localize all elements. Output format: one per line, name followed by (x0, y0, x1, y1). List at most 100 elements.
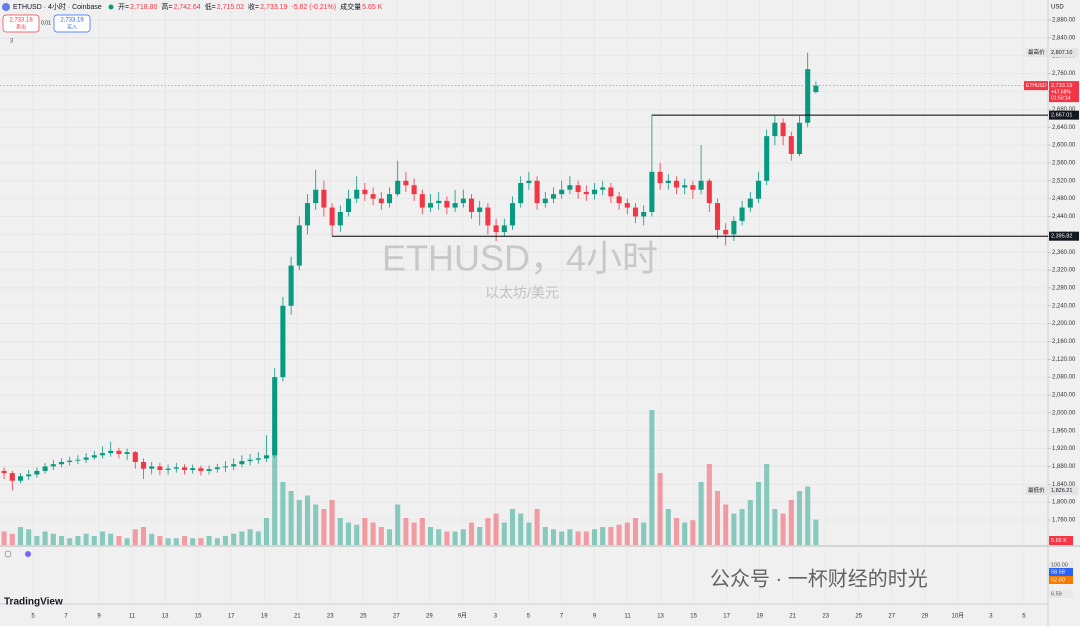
x-tick-label: 23 (327, 614, 334, 620)
volume-bar (567, 529, 573, 545)
candle-body (91, 455, 97, 458)
x-tick-label: 9月 (458, 613, 467, 620)
candle-body (231, 464, 237, 467)
pane-toggle[interactable] (4, 550, 12, 558)
x-tick-label: 5 (527, 614, 531, 620)
symbol: ETHUSD · 4小时 · Coinbase (13, 2, 102, 11)
candle-body (83, 457, 89, 460)
volume-bar (165, 538, 171, 545)
buy-button[interactable]: 2,733.19 买入 (53, 14, 91, 33)
candle-body (304, 203, 311, 226)
volume-bar (173, 538, 179, 545)
volume-bar (313, 504, 319, 545)
watermark: ETHUSD，4小时 以太坊/美元 (382, 238, 658, 301)
overlay-layer (0, 85, 1048, 237)
candle-body (26, 474, 32, 477)
candle-body (190, 468, 196, 471)
candle-body (665, 180, 671, 184)
sell-price[interactable]: 2,733.18 (9, 18, 33, 24)
sell-box[interactable] (2, 14, 40, 33)
x-tick-label: 27 (393, 614, 400, 620)
x-tick-label: 21 (294, 614, 301, 620)
candle-body (288, 265, 294, 306)
candle-body (386, 194, 393, 204)
candle-body (788, 136, 794, 154)
volume-bar (345, 522, 352, 545)
macd-tag-text: 52.00 (1051, 577, 1065, 583)
currency[interactable]: USD (1051, 5, 1064, 11)
candle-body (329, 207, 335, 226)
volume-bar (75, 536, 81, 545)
volume-bar (813, 519, 819, 545)
y-tick-label: 2,840.00 (1052, 36, 1076, 42)
candle-body (550, 194, 557, 199)
x-tick-label: 5 (1022, 614, 1026, 620)
y-tick-label: 2,680.00 (1052, 107, 1076, 113)
indicator-count[interactable]: 3 (10, 39, 14, 45)
candle-body (17, 476, 24, 481)
y-tick-label: 2,240.00 (1052, 303, 1076, 309)
candle-body (796, 122, 803, 154)
ohlc-label: 低= (205, 2, 216, 11)
volume-bar (321, 509, 327, 545)
macd-tag-text: 6.59 (1051, 591, 1062, 597)
candle-body (542, 198, 548, 204)
candle-body (173, 467, 179, 469)
buy-box[interactable] (53, 14, 91, 33)
ohlc-value: 2,733.19 (260, 4, 287, 11)
volume-bar (608, 527, 614, 545)
ohlc-value: 2,742.64 (173, 4, 200, 11)
x-tick-label: 3 (989, 614, 993, 620)
candle-body (354, 189, 360, 199)
candle-body (222, 466, 229, 468)
candle-body (805, 69, 811, 123)
candle-body (108, 450, 114, 454)
volume-bar (477, 527, 483, 545)
x-tick-label: 3 (494, 614, 498, 620)
candle-body (50, 464, 56, 467)
volume-bar (386, 529, 393, 545)
volume-bar (304, 495, 311, 545)
y-tick-label: 2,440.00 (1052, 214, 1076, 220)
y-tick-label: 2,040.00 (1052, 393, 1076, 399)
buy-label[interactable]: 买入 (67, 23, 77, 30)
candle-body (313, 189, 319, 204)
buy-price[interactable]: 2,733.19 (60, 18, 84, 24)
volume-bar (591, 529, 598, 545)
volume-bar (50, 533, 56, 545)
volume-bar (755, 482, 762, 545)
volume-bar (337, 518, 343, 545)
volume-bar (206, 536, 212, 545)
volume-bar (403, 518, 409, 545)
candle-body (444, 200, 450, 208)
price-tag-label: 最高价 (1028, 48, 1045, 56)
ohlc-value: 2,718.80 (130, 4, 157, 11)
x-tick-label: 15 (690, 614, 697, 620)
candle-body (99, 453, 106, 456)
candle-body (624, 203, 630, 208)
indicator-icon[interactable] (25, 551, 31, 557)
volume-bar (526, 522, 532, 545)
x-tick-label: 15 (195, 614, 202, 620)
footer-watermark: 公众号 · 一杯财经的时光 (710, 567, 928, 590)
candle-body (739, 207, 745, 221)
volume-bar (682, 522, 688, 545)
candle-body (321, 189, 327, 208)
volume-bar (641, 522, 647, 545)
volume-bar (632, 518, 639, 545)
candle-body (583, 191, 589, 195)
volume-bar (452, 531, 458, 545)
volume-bar (600, 527, 606, 545)
volume-bar (550, 529, 557, 545)
candle-body (714, 203, 721, 230)
volume-bar (378, 527, 384, 545)
y-tick-label: 2,560.00 (1052, 160, 1076, 166)
y-tick-label: 1,960.00 (1052, 428, 1076, 434)
sell-label[interactable]: 卖出 (16, 23, 26, 30)
candle-body (206, 469, 212, 471)
volume-bar (673, 518, 680, 545)
spread: 0.01 (41, 20, 51, 26)
sell-button[interactable]: 2,733.18 卖出 (2, 14, 40, 33)
candle-body (600, 187, 606, 190)
candle-body (575, 185, 581, 192)
